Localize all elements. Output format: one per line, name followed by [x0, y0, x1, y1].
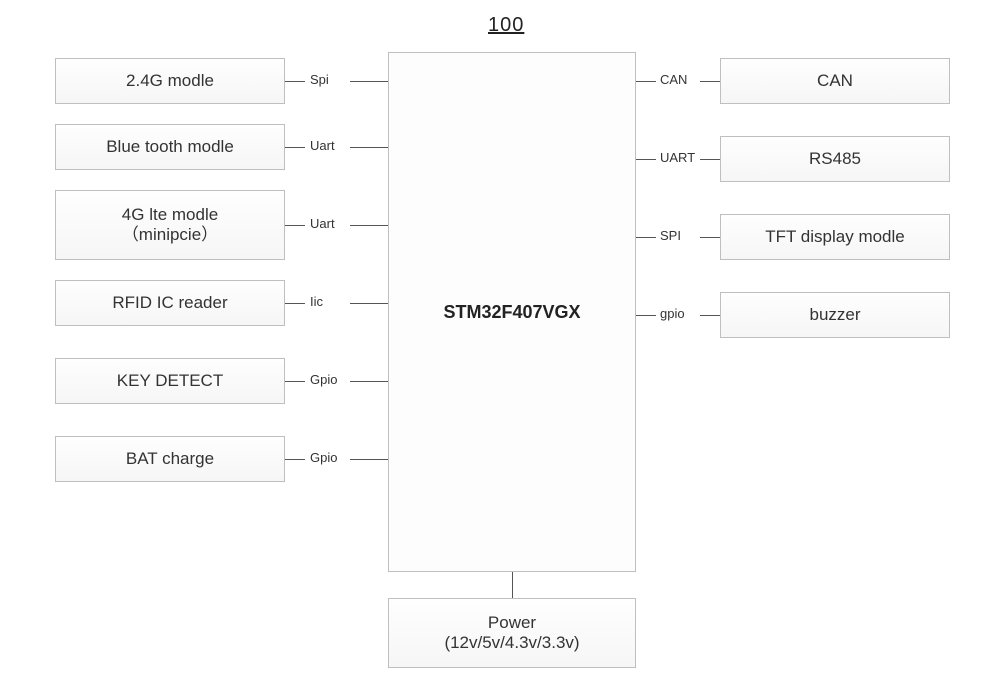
node-4glte-label-l1: 4G lte modle: [122, 205, 218, 225]
conn-can-label: CAN: [660, 72, 687, 87]
conn-line: [636, 159, 656, 160]
conn-gpio3-label: gpio: [660, 306, 685, 321]
conn-line: [285, 81, 305, 82]
conn-iic-label: Iic: [310, 294, 323, 309]
conn-spi-label: Spi: [310, 72, 329, 87]
node-rfid: RFID IC reader: [55, 280, 285, 326]
conn-line: [285, 225, 305, 226]
conn-line: [350, 81, 388, 82]
node-24g: 2.4G modle: [55, 58, 285, 104]
node-power-label-l1: Power: [488, 613, 536, 633]
conn-gpio2-label: Gpio: [310, 450, 337, 465]
conn-line: [350, 225, 388, 226]
conn-line: [700, 315, 720, 316]
node-batcharge-label: BAT charge: [126, 449, 214, 469]
node-keydetect-label: KEY DETECT: [117, 371, 223, 391]
node-buzzer-label: buzzer: [809, 305, 860, 325]
node-4glte: 4G lte modle （minipcie）: [55, 190, 285, 260]
mcu-label: STM32F407VGX: [443, 302, 580, 323]
diagram-title: 100: [488, 14, 524, 37]
conn-line: [285, 381, 305, 382]
conn-line: [350, 147, 388, 148]
conn-line: [700, 237, 720, 238]
node-rs485: RS485: [720, 136, 950, 182]
node-tft: TFT display modle: [720, 214, 950, 260]
conn-line: [636, 81, 656, 82]
conn-line: [350, 381, 388, 382]
node-4glte-label-l2: （minipcie）: [122, 225, 218, 245]
conn-line: [636, 315, 656, 316]
node-buzzer: buzzer: [720, 292, 950, 338]
node-rs485-label: RS485: [809, 149, 861, 169]
diagram-canvas: 100 STM32F407VGX 2.4G modle Spi Blue too…: [0, 0, 1000, 690]
node-can-label: CAN: [817, 71, 853, 91]
node-bluetooth: Blue tooth modle: [55, 124, 285, 170]
conn-line: [636, 237, 656, 238]
node-power-label-l2: (12v/5v/4.3v/3.3v): [444, 633, 579, 653]
node-batcharge: BAT charge: [55, 436, 285, 482]
node-keydetect: KEY DETECT: [55, 358, 285, 404]
node-tft-label: TFT display modle: [765, 227, 905, 247]
node-rfid-label: RFID IC reader: [112, 293, 227, 313]
conn-spi2-label: SPI: [660, 228, 681, 243]
conn-line: [700, 159, 720, 160]
conn-line: [350, 459, 388, 460]
conn-uart2-label: Uart: [310, 216, 335, 231]
conn-line: [350, 303, 388, 304]
conn-line: [285, 147, 305, 148]
node-bluetooth-label: Blue tooth modle: [106, 137, 234, 157]
node-24g-label: 2.4G modle: [126, 71, 214, 91]
node-can: CAN: [720, 58, 950, 104]
conn-gpio1-label: Gpio: [310, 372, 337, 387]
conn-line: [700, 81, 720, 82]
conn-line: [285, 459, 305, 460]
node-power: Power (12v/5v/4.3v/3.3v): [388, 598, 636, 668]
conn-uart3-label: UART: [660, 150, 695, 165]
conn-line: [285, 303, 305, 304]
conn-uart-label: Uart: [310, 138, 335, 153]
conn-vline: [512, 572, 513, 598]
mcu-block: STM32F407VGX: [388, 52, 636, 572]
